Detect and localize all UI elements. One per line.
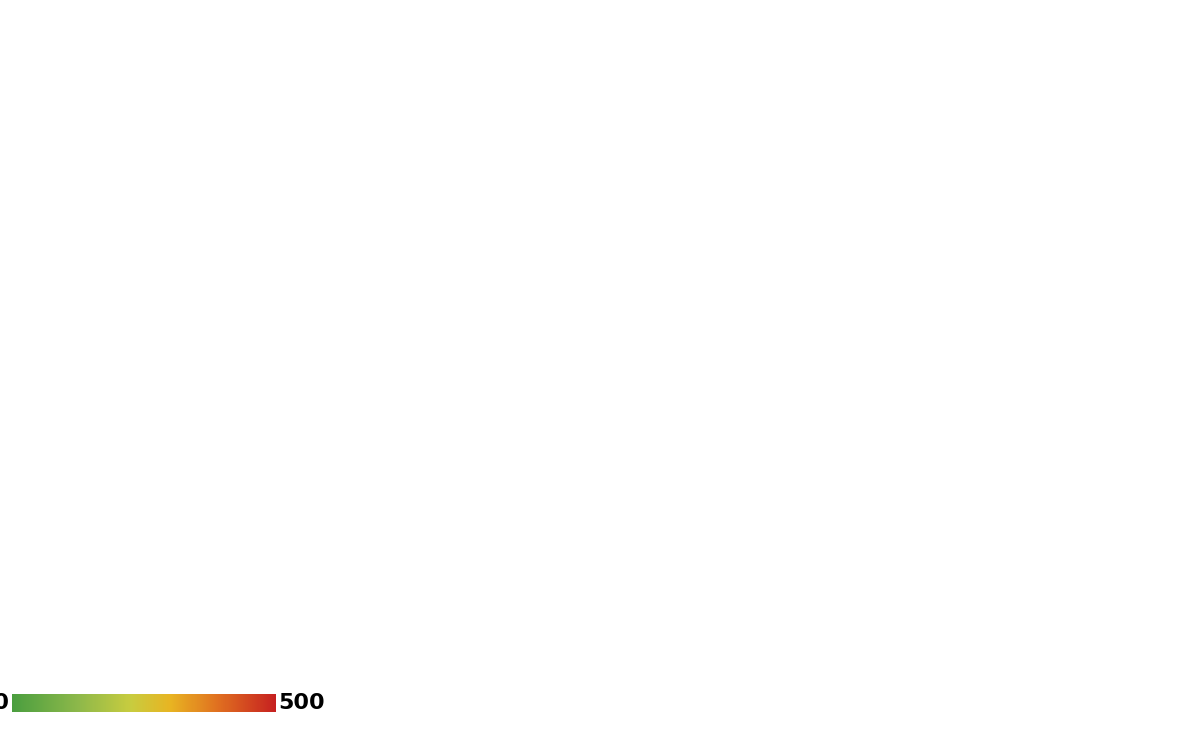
Text: 50: 50 xyxy=(0,693,10,713)
Text: 500: 500 xyxy=(278,693,325,713)
